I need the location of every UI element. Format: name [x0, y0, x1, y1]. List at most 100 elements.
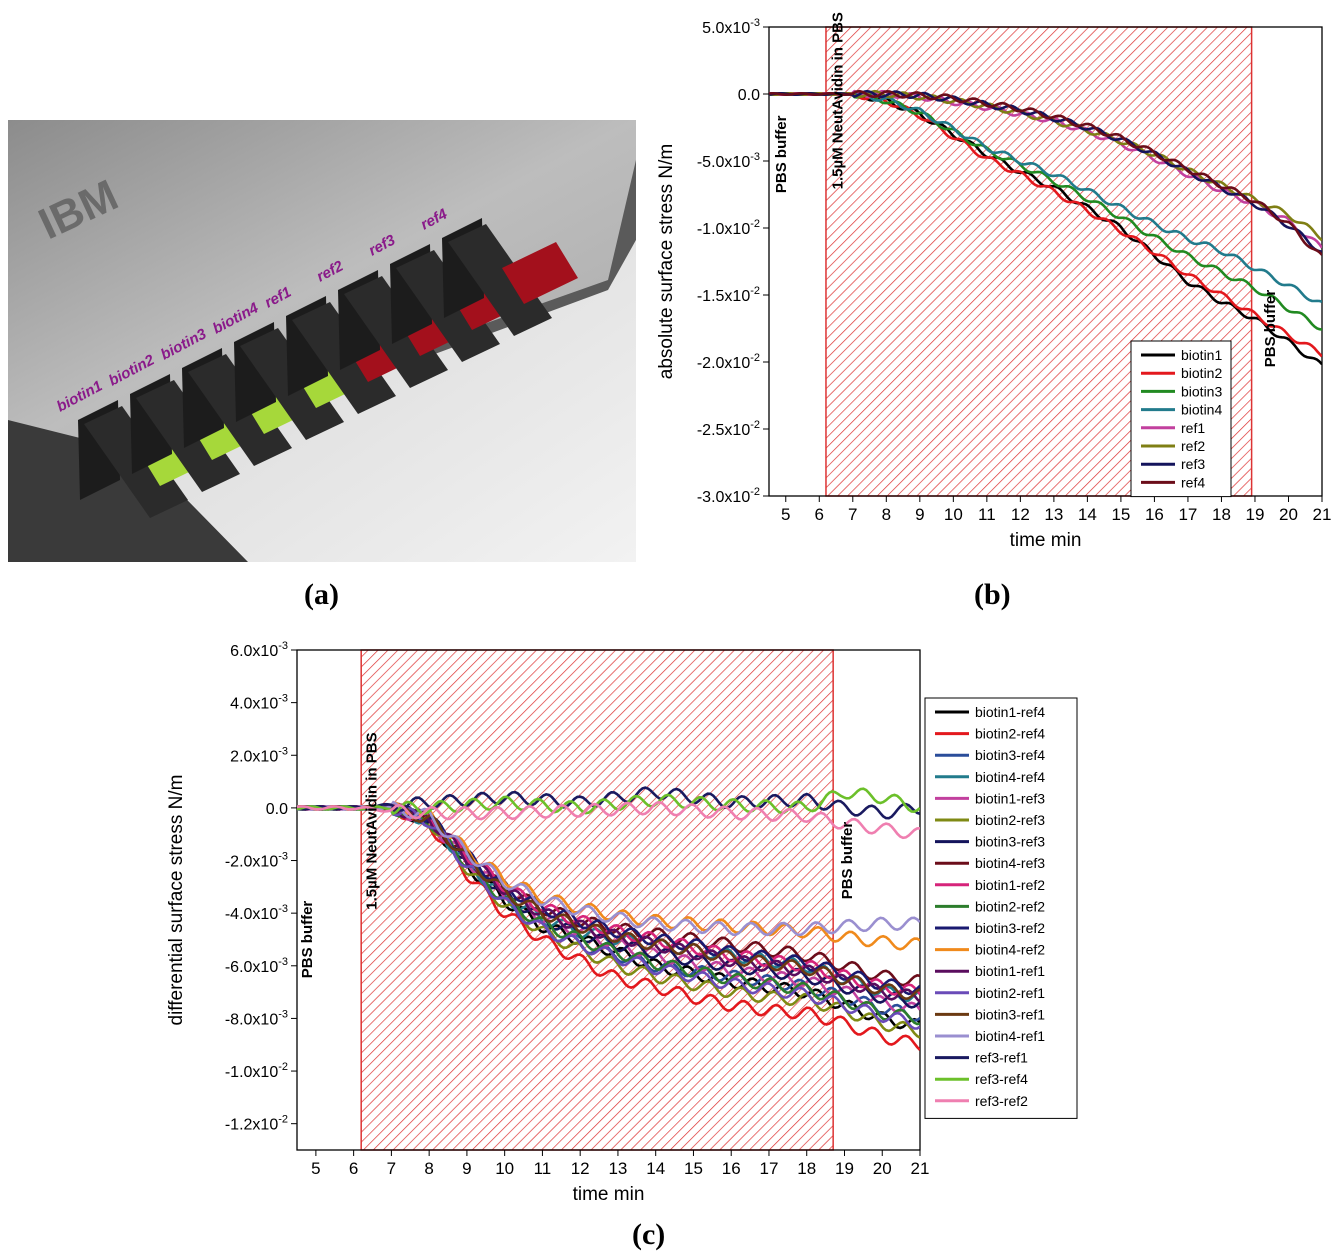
y-tick-label: 0.0 [266, 801, 288, 818]
x-tick-label: 7 [848, 505, 857, 524]
x-tick-label: 13 [1044, 505, 1063, 524]
y-tick-label: -8.0x10-3 [225, 1008, 288, 1028]
x-tick-label: 14 [646, 1159, 665, 1178]
y-tick-label: -4.0x10-3 [225, 903, 288, 923]
legend-entry: biotin3 [1181, 383, 1222, 399]
y-tick-label: 0.0 [738, 87, 760, 104]
x-tick-label: 6 [815, 505, 824, 524]
absolute-stress-chart: 5 6 7 8 9 10 11 12 13 14 15 16 17 18 19 20 21 5.0x10-3 0.0… [656, 12, 1332, 551]
legend-entry: ref1 [1181, 420, 1205, 436]
y-axis-label: absolute surface stress N/m [656, 144, 677, 379]
legend-entry: biotin1 [1181, 347, 1222, 363]
legend-entry: biotin2-ref4 [975, 726, 1045, 742]
region-annotation: PBS buffer [839, 822, 856, 900]
plot-frame [768, 26, 1323, 497]
x-tick-label: 12 [571, 1159, 590, 1178]
y-tick-label: -2.0x10-2 [697, 352, 760, 372]
legend-entry: biotin3-ref2 [975, 920, 1045, 936]
x-tick-label: 8 [424, 1159, 433, 1178]
plot-frame [296, 649, 921, 1151]
legend-entry: biotin2 [1181, 365, 1222, 381]
x-tick-label: 19 [835, 1159, 854, 1178]
differential-stress-chart: 5 6 7 8 9 10 11 12 13 14 15 16 17 18 19 20 21 6.0x10-3 4.0… [166, 640, 1078, 1205]
y-tick-label: -1.2x10-2 [225, 1114, 288, 1134]
x-tick-label: 8 [882, 505, 891, 524]
legend-entry: biotin4-ref2 [975, 942, 1045, 958]
x-tick-label: 17 [1178, 505, 1197, 524]
legend-entry: biotin1-ref4 [975, 704, 1045, 720]
x-tick-label: 10 [944, 505, 963, 524]
legend-entry: biotin2-ref1 [975, 985, 1045, 1001]
x-tick-label: 21 [911, 1159, 930, 1178]
panel-label-a: (a) [304, 578, 339, 611]
series-group [297, 786, 920, 1051]
y-tick-label: 6.0x10-3 [230, 640, 288, 660]
y-tick-label: 4.0x10-3 [230, 693, 288, 713]
y-tick-label: -1.0x10-2 [697, 218, 760, 238]
legend-entry: biotin3-ref1 [975, 1006, 1045, 1022]
y-tick-label: 5.0x10-3 [702, 17, 760, 37]
legend-entry: biotin2-ref2 [975, 898, 1045, 914]
panel-label-b: (b) [974, 578, 1011, 611]
sem-photo-panel: biotin1 biotin2 biotin3 biotin4 ref1 ref2 ref3… [8, 120, 636, 562]
x-axis-label: time min [573, 1184, 645, 1205]
x-tick-label: 15 [1111, 505, 1130, 524]
x-axis-label: time min [1010, 530, 1082, 551]
x-tick-label: 19 [1246, 505, 1265, 524]
x-tick-label: 10 [495, 1159, 514, 1178]
chip-top-surface [8, 120, 636, 450]
x-tick-label: 16 [1145, 505, 1164, 524]
x-tick-label: 16 [722, 1159, 741, 1178]
legend-entry: biotin4-ref1 [975, 1028, 1045, 1044]
x-tick-label: 14 [1078, 505, 1097, 524]
x-tick-label: 20 [1279, 505, 1298, 524]
legend-entry: biotin2-ref3 [975, 812, 1045, 828]
legend-entry: biotin3-ref4 [975, 747, 1045, 763]
legend-box [924, 697, 1078, 1119]
cantilever-beam [448, 224, 552, 336]
region-annotation: PBS buffer [1262, 290, 1279, 368]
legend-entry: biotin3-ref3 [975, 834, 1045, 850]
x-tick-label: 9 [462, 1159, 471, 1178]
x-tick-label: 21 [1313, 505, 1332, 524]
region-annotation: PBS buffer [773, 115, 790, 193]
region-annotation: PBS buffer [299, 901, 316, 979]
y-axis-label: differential surface stress N/m [166, 775, 187, 1026]
region-annotation: 1.5µM NeutAvidin in PBS [830, 12, 847, 189]
series-line-ref4 [769, 89, 1322, 256]
series-group [769, 89, 1322, 366]
legend-entry: ref3-ref4 [975, 1071, 1028, 1087]
legend-entry: ref3-ref2 [975, 1093, 1028, 1109]
series-line-biotin2 [769, 91, 1322, 358]
x-tick-label: 6 [349, 1159, 358, 1178]
y-tick-label: -5.0x10-3 [697, 151, 760, 171]
legend-entry: ref2 [1181, 438, 1205, 454]
legend-entry: ref4 [1181, 474, 1205, 490]
y-tick-label: -1.5x10-2 [697, 285, 760, 305]
y-tick-label: -3.0x10-2 [697, 486, 760, 506]
legend-entry: biotin4-ref3 [975, 855, 1045, 871]
y-tick-label: 2.0x10-3 [230, 745, 288, 765]
x-tick-label: 15 [684, 1159, 703, 1178]
series-line-ref3-ref1 [297, 786, 920, 820]
x-tick-label: 7 [387, 1159, 396, 1178]
y-tick-label: -2.5x10-2 [697, 419, 760, 439]
x-tick-label: 11 [534, 1159, 552, 1178]
x-tick-label: 20 [873, 1159, 892, 1178]
x-tick-label: 11 [978, 505, 996, 524]
cantilever-group [78, 218, 578, 518]
y-tick-label: -6.0x10-3 [225, 956, 288, 976]
x-tick-label: 5 [781, 505, 790, 524]
panel-label-c: (c) [632, 1218, 666, 1251]
legend-entry: ref3 [1181, 456, 1205, 472]
legend-entry: ref3-ref1 [975, 1050, 1028, 1066]
legend-entry: biotin1-ref2 [975, 877, 1045, 893]
x-tick-label: 12 [1011, 505, 1030, 524]
x-tick-label: 17 [760, 1159, 779, 1178]
cantilever-array-image: biotin1biotin2biotin3biotin4ref1ref2ref3… [8, 120, 636, 562]
y-tick-label: -1.0x10-2 [225, 1061, 288, 1081]
legend-entry: biotin1-ref1 [975, 963, 1045, 979]
series-line-ref3-ref4 [297, 787, 920, 816]
legend-entry: biotin4-ref4 [975, 769, 1045, 785]
series-line-biotin2-ref1 [297, 805, 920, 1030]
